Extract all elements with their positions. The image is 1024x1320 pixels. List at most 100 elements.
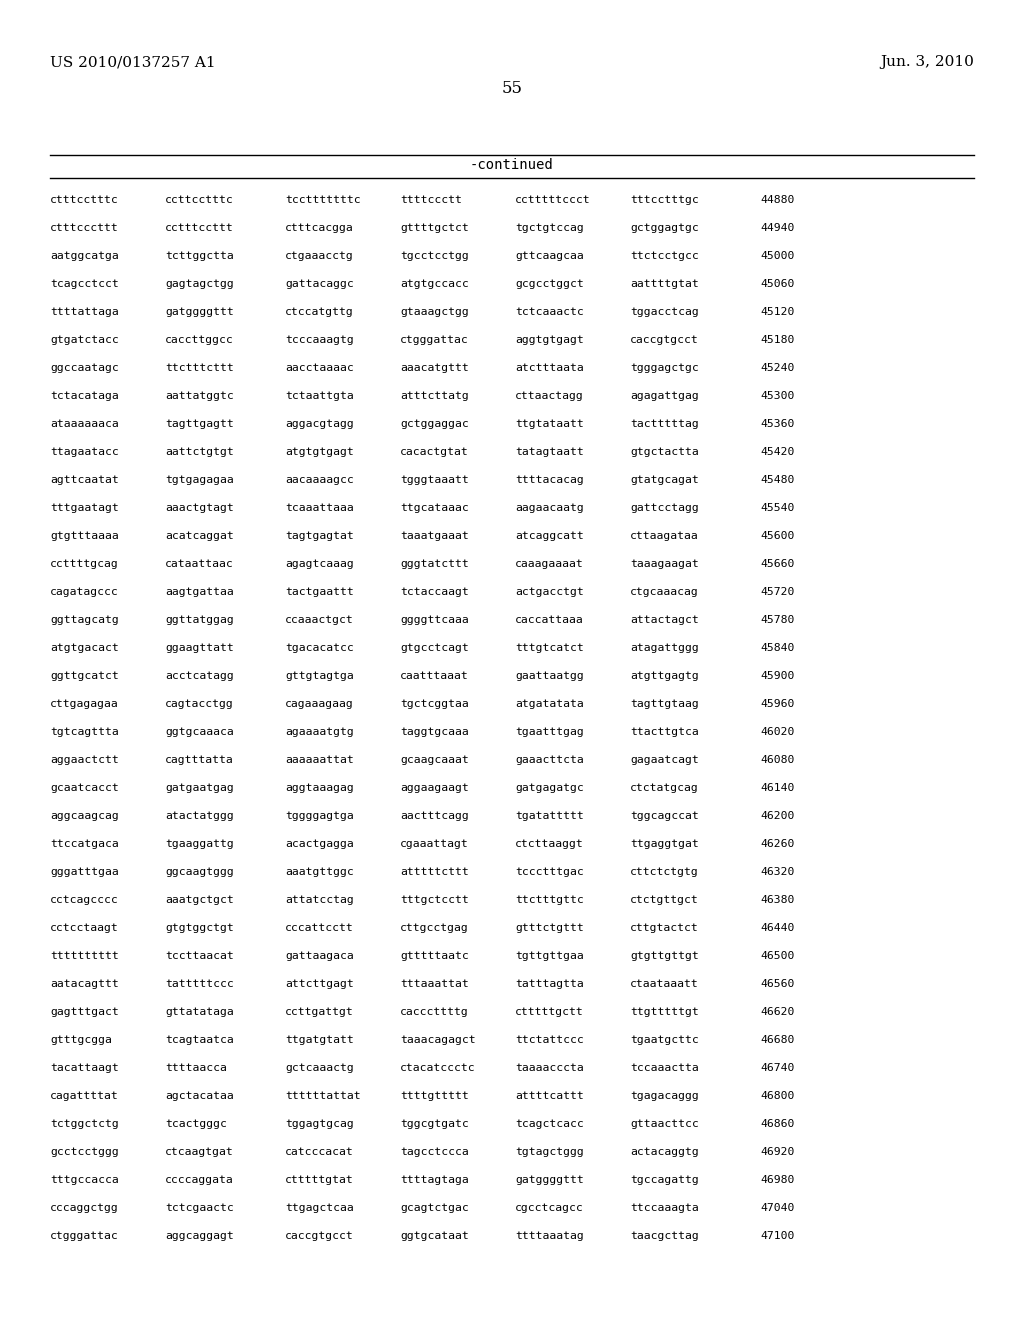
Text: cctcagcccc: cctcagcccc: [50, 895, 119, 906]
Text: ttctttgttc: ttctttgttc: [515, 895, 584, 906]
Text: gaaacttcta: gaaacttcta: [515, 755, 584, 766]
Text: tggcagccat: tggcagccat: [630, 810, 698, 821]
Text: gatggggttt: gatggggttt: [515, 1175, 584, 1185]
Text: gatgaatgag: gatgaatgag: [165, 783, 233, 793]
Text: ttgatgtatt: ttgatgtatt: [285, 1035, 353, 1045]
Text: atgtgacact: atgtgacact: [50, 643, 119, 653]
Text: atgtgtgagt: atgtgtgagt: [285, 447, 353, 457]
Text: acatcaggat: acatcaggat: [165, 531, 233, 541]
Text: attcttgagt: attcttgagt: [285, 979, 353, 989]
Text: 46260: 46260: [760, 840, 795, 849]
Text: tctcaaactc: tctcaaactc: [515, 308, 584, 317]
Text: aggaagaagt: aggaagaagt: [400, 783, 469, 793]
Text: aatggcatga: aatggcatga: [50, 251, 119, 261]
Text: ctgggattac: ctgggattac: [400, 335, 469, 345]
Text: tgaatttgag: tgaatttgag: [515, 727, 584, 737]
Text: tctcgaactc: tctcgaactc: [165, 1203, 233, 1213]
Text: ttgcataaac: ttgcataaac: [400, 503, 469, 513]
Text: aaaaaattat: aaaaaattat: [285, 755, 353, 766]
Text: 45660: 45660: [760, 558, 795, 569]
Text: ggccaatagc: ggccaatagc: [50, 363, 119, 374]
Text: agctacataa: agctacataa: [165, 1092, 233, 1101]
Text: 45000: 45000: [760, 251, 795, 261]
Text: ctctatgcag: ctctatgcag: [630, 783, 698, 793]
Text: tgtgagagaa: tgtgagagaa: [165, 475, 233, 484]
Text: tacattaagt: tacattaagt: [50, 1063, 119, 1073]
Text: gagtttgact: gagtttgact: [50, 1007, 119, 1016]
Text: cctttttccct: cctttttccct: [515, 195, 591, 205]
Text: ttttaaatag: ttttaaatag: [515, 1232, 584, 1241]
Text: gtgttgttgt: gtgttgttgt: [630, 950, 698, 961]
Text: 46380: 46380: [760, 895, 795, 906]
Text: cttaagataa: cttaagataa: [630, 531, 698, 541]
Text: ttgagctcaa: ttgagctcaa: [285, 1203, 353, 1213]
Text: ctttttgtat: ctttttgtat: [285, 1175, 353, 1185]
Text: ctcttaaggt: ctcttaaggt: [515, 840, 584, 849]
Text: 46140: 46140: [760, 783, 795, 793]
Text: tggagtgcag: tggagtgcag: [285, 1119, 353, 1129]
Text: gttatataga: gttatataga: [165, 1007, 233, 1016]
Text: tctaattgta: tctaattgta: [285, 391, 353, 401]
Text: ttacttgtca: ttacttgtca: [630, 727, 698, 737]
Text: tggacctcag: tggacctcag: [630, 308, 698, 317]
Text: gttttgctct: gttttgctct: [400, 223, 469, 234]
Text: gtgctactta: gtgctactta: [630, 447, 698, 457]
Text: 55: 55: [502, 81, 522, 96]
Text: ctaataaatt: ctaataaatt: [630, 979, 698, 989]
Text: ctgcaaacag: ctgcaaacag: [630, 587, 698, 597]
Text: aatacagttt: aatacagttt: [50, 979, 119, 989]
Text: 44940: 44940: [760, 223, 795, 234]
Text: tccaaactta: tccaaactta: [630, 1063, 698, 1073]
Text: aaatgttggc: aaatgttggc: [285, 867, 353, 876]
Text: tttgccacca: tttgccacca: [50, 1175, 119, 1185]
Text: gcaagcaaat: gcaagcaaat: [400, 755, 469, 766]
Text: gtgtttaaaa: gtgtttaaaa: [50, 531, 119, 541]
Text: atttttcttt: atttttcttt: [400, 867, 469, 876]
Text: 46620: 46620: [760, 1007, 795, 1016]
Text: cttgtactct: cttgtactct: [630, 923, 698, 933]
Text: 45360: 45360: [760, 418, 795, 429]
Text: tcactgggc: tcactgggc: [165, 1119, 227, 1129]
Text: aggtaaagag: aggtaaagag: [285, 783, 353, 793]
Text: 46440: 46440: [760, 923, 795, 933]
Text: cacccttttg: cacccttttg: [400, 1007, 469, 1016]
Text: ttgtttttgt: ttgtttttgt: [630, 1007, 698, 1016]
Text: ataaaaaaca: ataaaaaaca: [50, 418, 119, 429]
Text: taaaacccta: taaaacccta: [515, 1063, 584, 1073]
Text: cagtacctgg: cagtacctgg: [165, 700, 233, 709]
Text: agttcaatat: agttcaatat: [50, 475, 119, 484]
Text: ccaaactgct: ccaaactgct: [285, 615, 353, 624]
Text: gttgtagtga: gttgtagtga: [285, 671, 353, 681]
Text: gttcaagcaa: gttcaagcaa: [515, 251, 584, 261]
Text: caccgtgcct: caccgtgcct: [630, 335, 698, 345]
Text: aggaactctt: aggaactctt: [50, 755, 119, 766]
Text: cacactgtat: cacactgtat: [400, 447, 469, 457]
Text: aaatgctgct: aaatgctgct: [165, 895, 233, 906]
Text: gtttgcgga: gtttgcgga: [50, 1035, 112, 1045]
Text: ttttccctt: ttttccctt: [400, 195, 462, 205]
Text: 46740: 46740: [760, 1063, 795, 1073]
Text: 45540: 45540: [760, 503, 795, 513]
Text: 46320: 46320: [760, 867, 795, 876]
Text: aacctaaaac: aacctaaaac: [285, 363, 353, 374]
Text: 46500: 46500: [760, 950, 795, 961]
Text: 46920: 46920: [760, 1147, 795, 1158]
Text: tcttggctta: tcttggctta: [165, 251, 233, 261]
Text: gcagtctgac: gcagtctgac: [400, 1203, 469, 1213]
Text: cgcctcagcc: cgcctcagcc: [515, 1203, 584, 1213]
Text: tttgaatagt: tttgaatagt: [50, 503, 119, 513]
Text: gctcaaactg: gctcaaactg: [285, 1063, 353, 1073]
Text: tagcctccca: tagcctccca: [400, 1147, 469, 1158]
Text: cttgcctgag: cttgcctgag: [400, 923, 469, 933]
Text: cctttccttt: cctttccttt: [165, 223, 233, 234]
Text: 45840: 45840: [760, 643, 795, 653]
Text: gggtatcttt: gggtatcttt: [400, 558, 469, 569]
Text: ggtgcataat: ggtgcataat: [400, 1232, 469, 1241]
Text: tgttgttgaa: tgttgttgaa: [515, 950, 584, 961]
Text: gtttttaatc: gtttttaatc: [400, 950, 469, 961]
Text: 46680: 46680: [760, 1035, 795, 1045]
Text: aattctgtgt: aattctgtgt: [165, 447, 233, 457]
Text: ctctgttgct: ctctgttgct: [630, 895, 698, 906]
Text: ctgggattac: ctgggattac: [50, 1232, 119, 1241]
Text: tgatattttt: tgatattttt: [515, 810, 584, 821]
